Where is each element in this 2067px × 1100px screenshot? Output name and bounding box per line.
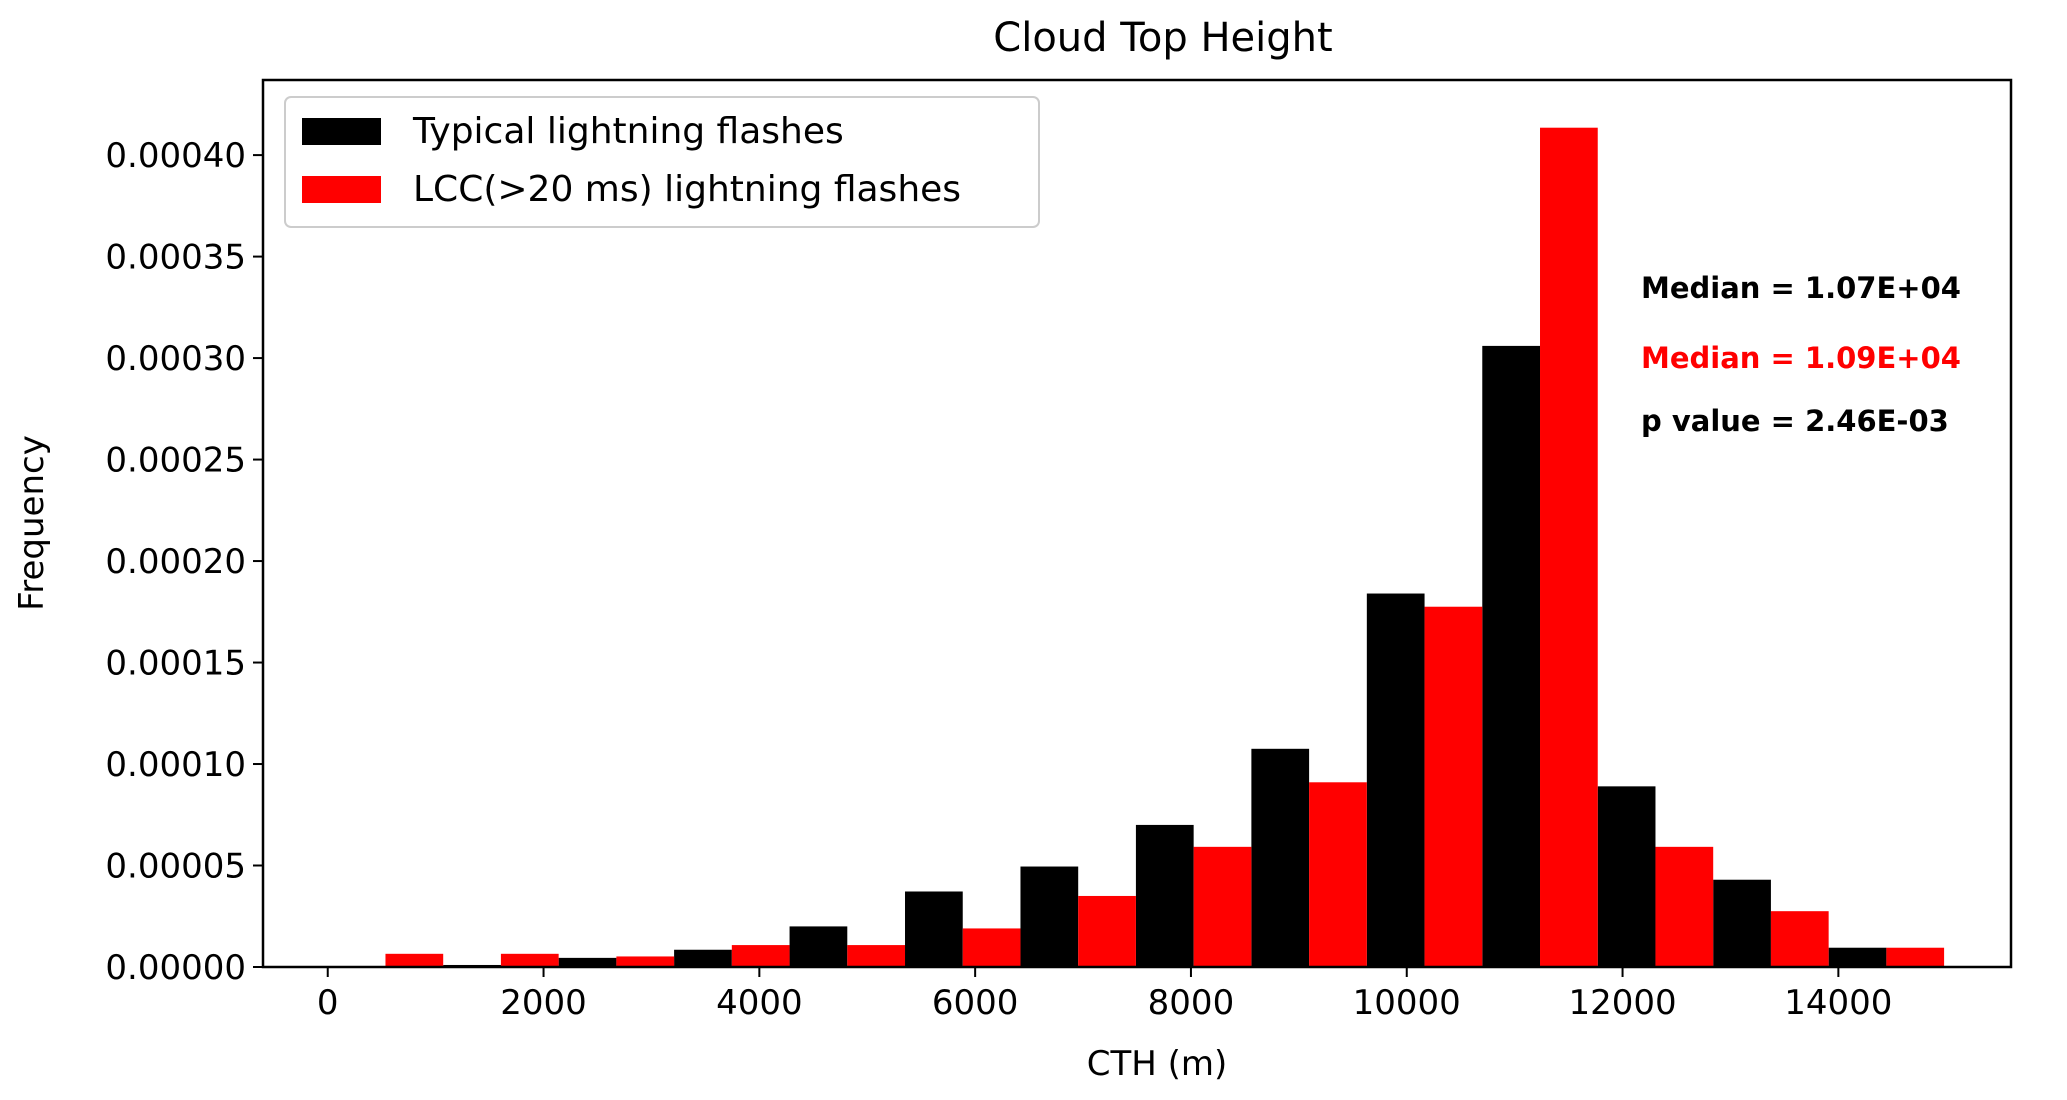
x-tick-label: 0 [317,983,339,1023]
bar-typical-13 [1828,947,1887,967]
bar-lcc-3 [731,945,790,967]
bar-lcc-4 [847,945,906,967]
legend-swatch-typical [302,118,381,145]
bar-lcc-12 [1770,911,1829,967]
bar-typical-7 [1135,824,1194,967]
legend-box [284,96,1040,228]
bar-lcc-7 [1193,846,1252,967]
x-tick-label: 10000 [1353,983,1461,1023]
bar-typical-10 [1482,345,1541,967]
bar-lcc-10 [1540,127,1598,967]
y-tick-label: 0.00010 [105,745,246,785]
bar-typical-5 [905,891,963,967]
bars-layer [385,127,1945,967]
x-tick-label: 8000 [1148,983,1235,1023]
bar-lcc-8 [1309,782,1367,967]
x-tick-label: 6000 [932,983,1019,1023]
x-tick-label: 12000 [1568,983,1676,1023]
chart-title: Cloud Top Height [993,15,1332,61]
bar-typical-6 [1020,866,1079,967]
plot-frame [261,78,2013,969]
y-tick-label: 0.00040 [105,136,246,176]
y-tick-label: 0.00015 [105,644,246,684]
y-tick-label: 0.00005 [105,847,246,887]
y-tick-label: 0.00000 [105,948,246,988]
bar-typical-12 [1713,879,1771,967]
bar-typical-3 [674,949,732,967]
bar-typical-9 [1366,593,1425,967]
legend-label-typical: Typical lightning flashes [412,111,844,152]
bar-lcc-11 [1655,846,1714,967]
bar-typical-8 [1251,748,1310,967]
bar-lcc-6 [1078,895,1136,967]
bar-lcc-2 [616,956,675,967]
bar-typical-11 [1597,786,1656,967]
bar-lcc-9 [1424,606,1483,967]
legend-swatch-lcc [302,176,381,203]
y-tick-label: 0.00020 [105,542,246,582]
legend: Typical lightning flashes LCC(>20 ms) li… [284,96,1040,228]
bar-lcc-5 [962,928,1021,967]
annotation-p-value: p value = 2.46E-03 [1641,404,1949,438]
axes-layer: 0 2000 4000 6000 8000 10000 12000 14000 0.00000 0… [105,136,1892,1023]
bar-lcc-1 [500,953,559,967]
annotations: Median = 1.07E+04 Median = 1.09E+04 p va… [1641,271,1961,438]
legend-label-lcc: LCC(>20 ms) lightning flashes [413,169,961,210]
y-tick-label: 0.00030 [105,339,246,379]
x-axis-label: CTH (m) [1087,1044,1228,1084]
x-tick-label: 2000 [500,983,587,1023]
y-axis-label: Frequency [12,435,52,611]
y-tick-label: 0.00025 [105,441,246,481]
y-tick-label: 0.00035 [105,238,246,278]
x-tick-label: 4000 [716,983,803,1023]
x-tick-label: 14000 [1784,983,1892,1023]
bar-typical-2 [558,957,617,967]
bar-lcc-13 [1886,947,1945,967]
bar-typical-4 [789,926,848,967]
annotation-median-typical: Median = 1.07E+04 [1641,271,1961,305]
bar-lcc-0 [385,953,444,967]
annotation-median-lcc: Median = 1.09E+04 [1641,341,1961,375]
